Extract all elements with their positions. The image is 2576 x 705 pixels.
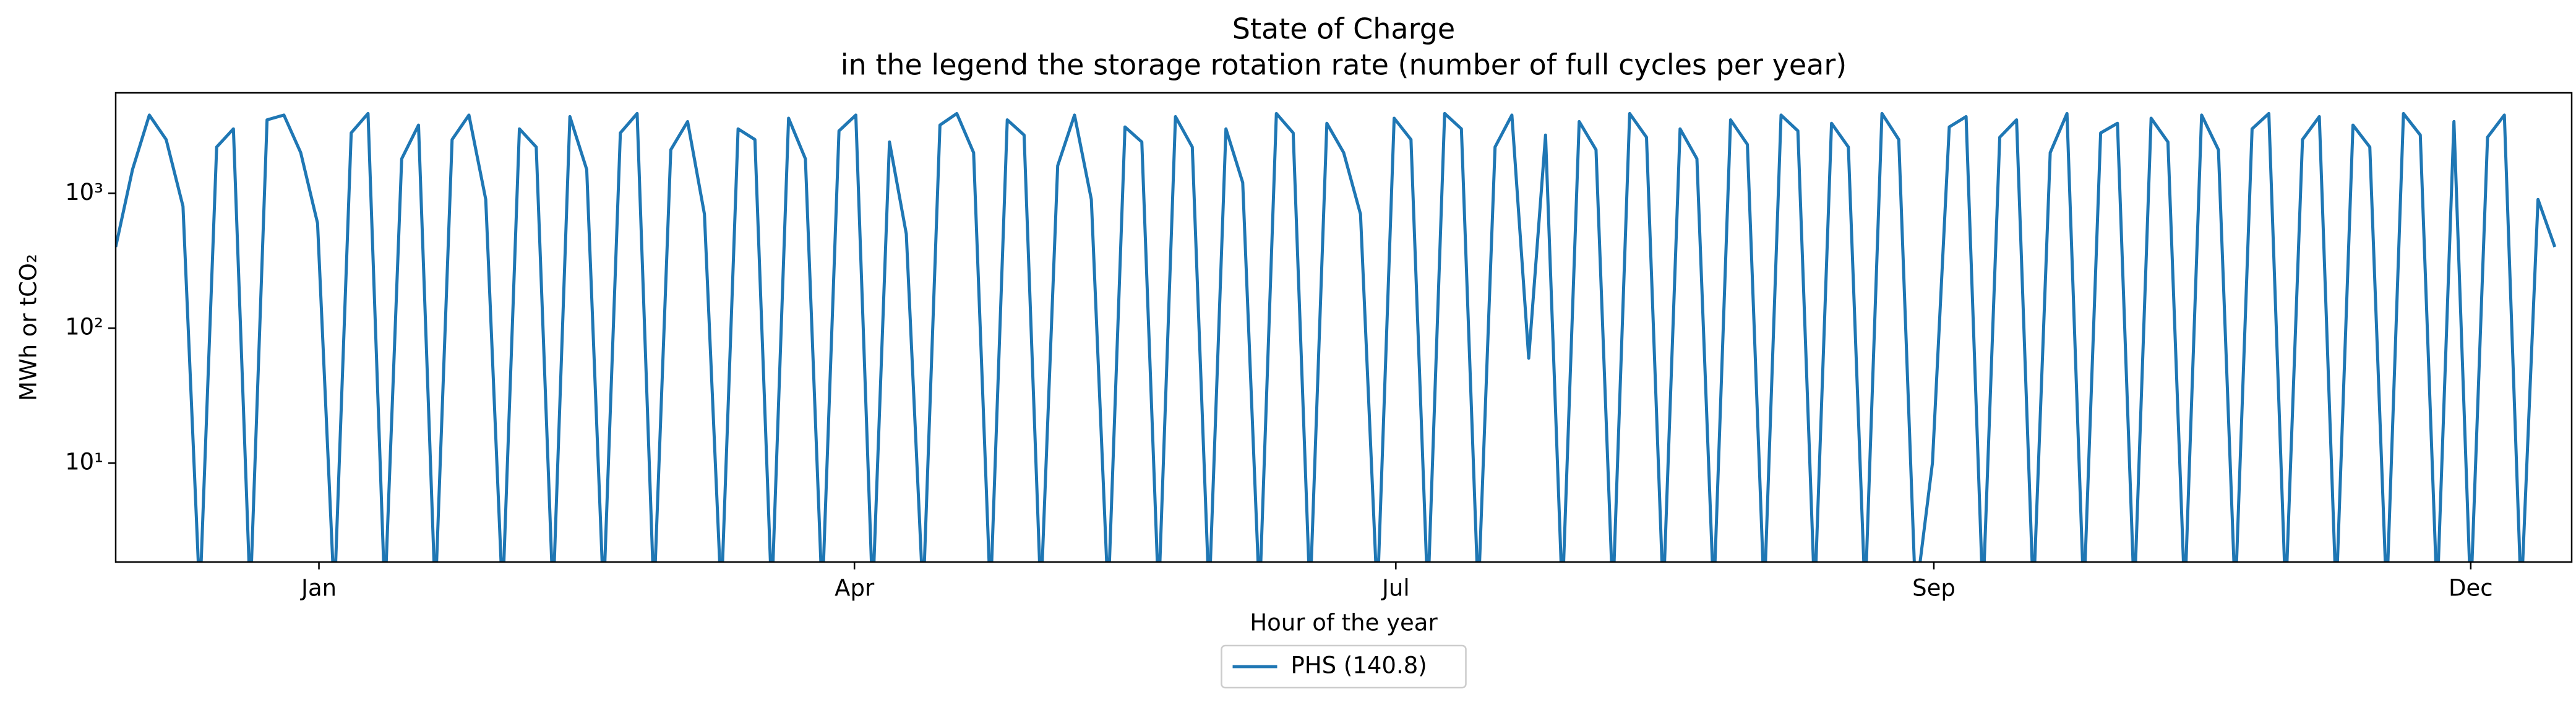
y-tick-label: 10³ bbox=[65, 179, 103, 205]
plot-frame bbox=[114, 92, 2573, 563]
chart-title: State of Charge bbox=[1232, 12, 1455, 46]
x-tick-label: Sep bbox=[1912, 575, 1956, 602]
x-axis-label: Hour of the year bbox=[1250, 610, 1438, 636]
y-tick-label: 10¹ bbox=[65, 449, 103, 475]
x-tick-label: Jan bbox=[300, 575, 337, 602]
x-tick-label: Jul bbox=[1381, 575, 1410, 602]
plot-area bbox=[116, 111, 2557, 562]
x-tick-label: Apr bbox=[835, 575, 875, 602]
data-line bbox=[116, 111, 2557, 562]
chart-subtitle: in the legend the storage rotation rate … bbox=[841, 48, 1847, 82]
legend-label: PHS (140.8) bbox=[1291, 652, 1427, 679]
legend-box bbox=[1221, 644, 1467, 689]
y-axis-label: MWh or tCO₂ bbox=[15, 254, 42, 401]
y-tick-label: 10² bbox=[65, 314, 103, 340]
x-tick-label: Dec bbox=[2449, 575, 2493, 602]
